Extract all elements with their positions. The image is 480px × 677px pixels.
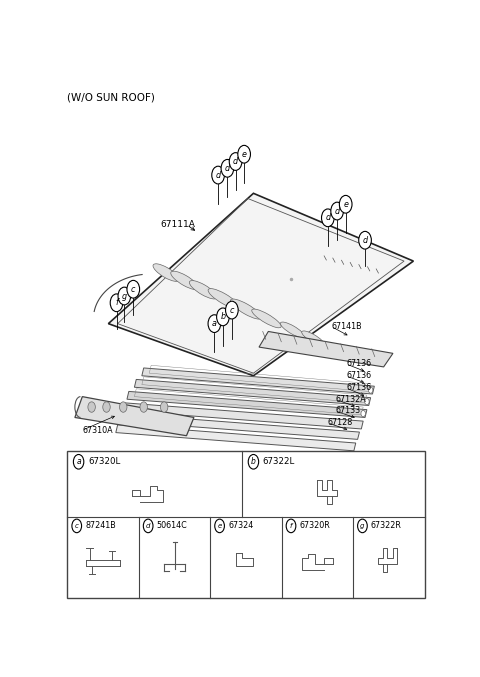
- Polygon shape: [75, 397, 194, 436]
- Text: d: d: [216, 171, 221, 179]
- Text: 50614C: 50614C: [156, 521, 188, 530]
- Ellipse shape: [302, 331, 324, 345]
- Circle shape: [248, 454, 259, 469]
- Text: f: f: [115, 299, 118, 307]
- Text: g: g: [360, 523, 365, 529]
- Circle shape: [88, 402, 96, 412]
- Text: e: e: [217, 523, 222, 529]
- Polygon shape: [142, 368, 374, 394]
- Circle shape: [118, 287, 131, 305]
- Circle shape: [73, 454, 84, 469]
- Circle shape: [286, 519, 296, 533]
- Text: 67320R: 67320R: [300, 521, 330, 530]
- Circle shape: [103, 402, 110, 412]
- Polygon shape: [127, 391, 367, 418]
- Text: a: a: [212, 319, 217, 328]
- Text: 67320L: 67320L: [88, 457, 120, 466]
- Ellipse shape: [189, 280, 217, 299]
- Text: 67136: 67136: [347, 383, 372, 392]
- Ellipse shape: [252, 309, 281, 328]
- Text: 67133: 67133: [335, 406, 360, 415]
- Text: 67136: 67136: [347, 371, 372, 380]
- Circle shape: [238, 146, 251, 163]
- Ellipse shape: [280, 322, 305, 338]
- Ellipse shape: [208, 288, 239, 309]
- Circle shape: [368, 387, 373, 393]
- Circle shape: [120, 402, 127, 412]
- Text: f: f: [290, 523, 292, 529]
- Text: 67322L: 67322L: [263, 457, 295, 466]
- Polygon shape: [123, 403, 363, 429]
- Circle shape: [127, 280, 140, 298]
- Text: 67322R: 67322R: [371, 521, 402, 530]
- Circle shape: [339, 196, 352, 213]
- Circle shape: [140, 402, 147, 412]
- Text: c: c: [229, 305, 234, 315]
- Circle shape: [226, 301, 238, 319]
- Text: b: b: [251, 457, 256, 466]
- Circle shape: [365, 399, 369, 405]
- Circle shape: [216, 308, 229, 326]
- Text: d: d: [225, 164, 230, 173]
- Text: d: d: [146, 523, 150, 529]
- Text: b: b: [220, 312, 226, 322]
- Circle shape: [229, 152, 242, 171]
- Circle shape: [215, 519, 225, 533]
- Circle shape: [208, 315, 221, 332]
- Text: e: e: [343, 200, 348, 209]
- Circle shape: [331, 202, 344, 220]
- Polygon shape: [120, 414, 360, 439]
- Bar: [67, 452, 424, 598]
- Text: 67132A: 67132A: [335, 395, 366, 403]
- Text: c: c: [75, 523, 79, 529]
- Polygon shape: [116, 424, 356, 451]
- Text: 87241B: 87241B: [85, 521, 116, 530]
- Text: d: d: [335, 206, 340, 215]
- Polygon shape: [108, 194, 413, 376]
- Text: d: d: [233, 157, 238, 166]
- Circle shape: [212, 167, 225, 184]
- Circle shape: [359, 232, 372, 249]
- Text: 67324: 67324: [228, 521, 253, 530]
- Circle shape: [221, 160, 234, 177]
- Text: e: e: [242, 150, 247, 158]
- Circle shape: [144, 519, 153, 533]
- Circle shape: [72, 519, 82, 533]
- Circle shape: [358, 519, 367, 533]
- Text: d: d: [325, 213, 330, 222]
- Text: 67310A: 67310A: [83, 426, 113, 435]
- Text: (W/O SUN ROOF): (W/O SUN ROOF): [67, 93, 156, 103]
- Text: 67141B: 67141B: [332, 322, 362, 331]
- Text: d: d: [362, 236, 368, 244]
- Circle shape: [160, 402, 168, 412]
- Polygon shape: [259, 332, 393, 367]
- Ellipse shape: [171, 271, 199, 290]
- Ellipse shape: [153, 264, 179, 282]
- Ellipse shape: [230, 299, 262, 319]
- Text: c: c: [131, 285, 135, 294]
- Text: 67111A: 67111A: [160, 220, 195, 229]
- Circle shape: [110, 294, 123, 311]
- Text: 67128: 67128: [328, 418, 353, 427]
- Circle shape: [361, 410, 365, 416]
- Text: a: a: [76, 457, 81, 466]
- Text: g: g: [122, 292, 127, 301]
- Circle shape: [322, 209, 334, 227]
- Text: 67136: 67136: [347, 359, 372, 368]
- Polygon shape: [134, 379, 371, 406]
